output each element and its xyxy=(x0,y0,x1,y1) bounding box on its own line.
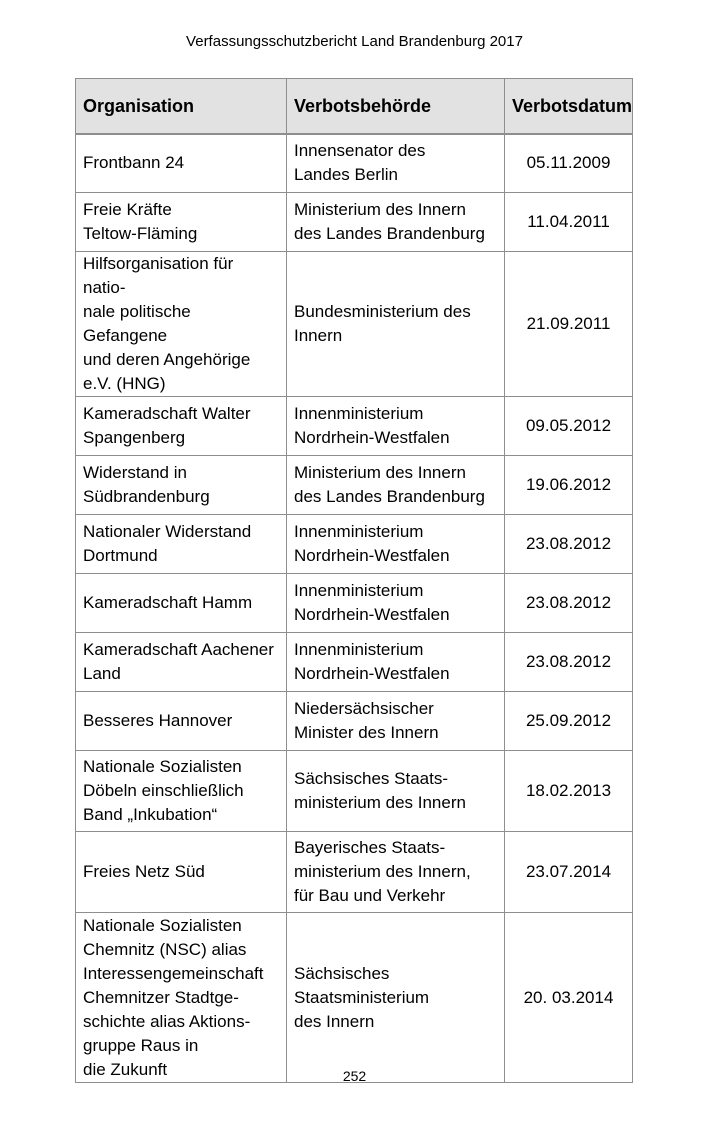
authority-cell: Ministerium des Innern des Landes Brande… xyxy=(286,455,505,515)
table-row: Nationale Sozialisten Döbeln einschließl… xyxy=(75,750,633,832)
table-row: Freies Netz Süd Bayerisches Staats- mini… xyxy=(75,831,633,913)
organisation-cell: Kameradschaft Aachener Land xyxy=(75,632,287,692)
date-cell: 23.08.2012 xyxy=(504,632,633,692)
organisation-cell: Nationaler Widerstand Dortmund xyxy=(75,514,287,574)
date-cell: 09.05.2012 xyxy=(504,396,633,456)
column-header-verbotsdatum: Verbotsdatum xyxy=(504,78,633,135)
date-cell: 19.06.2012 xyxy=(504,455,633,515)
organisation-cell: Hilfsorganisation für natio- nale politi… xyxy=(75,251,287,397)
date-cell: 23.08.2012 xyxy=(504,514,633,574)
table-row: Widerstand in Südbrandenburg Ministerium… xyxy=(75,455,633,515)
date-cell: 21.09.2011 xyxy=(504,251,633,397)
organisation-cell: Nationale Sozialisten Chemnitz (NSC) ali… xyxy=(75,912,287,1083)
organisation-cell: Widerstand in Südbrandenburg xyxy=(75,455,287,515)
authority-cell: Ministerium des Innern des Landes Brande… xyxy=(286,192,505,252)
authority-cell: Innenministerium Nordrhein-Westfalen xyxy=(286,514,505,574)
authority-cell: Innenministerium Nordrhein-Westfalen xyxy=(286,632,505,692)
table-row: Kameradschaft Hamm Innenministerium Nord… xyxy=(75,573,633,633)
organisation-cell: Kameradschaft Hamm xyxy=(75,573,287,633)
authority-cell: Innenministerium Nordrhein-Westfalen xyxy=(286,573,505,633)
date-cell: 05.11.2009 xyxy=(504,133,633,193)
table-row: Frontbann 24 Innensenator des Landes Ber… xyxy=(75,133,633,193)
organisation-cell: Besseres Hannover xyxy=(75,691,287,751)
table-row: Besseres Hannover Niedersächsischer Mini… xyxy=(75,691,633,751)
table-row: Kameradschaft Aachener Land Innenministe… xyxy=(75,632,633,692)
organisation-cell: Freies Netz Süd xyxy=(75,831,287,913)
table-row: Nationaler Widerstand Dortmund Innenmini… xyxy=(75,514,633,574)
authority-cell: Sächsisches Staats- ministerium des Inne… xyxy=(286,750,505,832)
organisation-cell: Frontbann 24 xyxy=(75,133,287,193)
column-header-verbotsbehoerde: Verbotsbehörde xyxy=(286,78,505,135)
table-row: Kameradschaft Walter Spangenberg Innenmi… xyxy=(75,396,633,456)
running-header: Verfassungsschutzbericht Land Brandenbur… xyxy=(186,33,523,50)
table-row: Freie Kräfte Teltow-Fläming Ministerium … xyxy=(75,192,633,252)
authority-cell: Sächsisches Staatsministerium des Innern xyxy=(286,912,505,1083)
authority-cell: Innenministerium Nordrhein-Westfalen xyxy=(286,396,505,456)
date-cell: 18.02.2013 xyxy=(504,750,633,832)
date-cell: 25.09.2012 xyxy=(504,691,633,751)
table-row: Nationale Sozialisten Chemnitz (NSC) ali… xyxy=(75,912,633,1083)
date-cell: 23.08.2012 xyxy=(504,573,633,633)
table-header-row: Organisation Verbotsbehörde Verbotsdatum xyxy=(75,78,633,135)
authority-cell: Niedersächsischer Minister des Innern xyxy=(286,691,505,751)
authority-cell: Bundesministerium des Innern xyxy=(286,251,505,397)
date-cell: 20. 03.2014 xyxy=(504,912,633,1083)
organisation-cell: Nationale Sozialisten Döbeln einschließl… xyxy=(75,750,287,832)
organisation-cell: Freie Kräfte Teltow-Fläming xyxy=(75,192,287,252)
organisation-cell: Kameradschaft Walter Spangenberg xyxy=(75,396,287,456)
table-row: Hilfsorganisation für natio- nale politi… xyxy=(75,251,633,397)
column-header-organisation: Organisation xyxy=(75,78,287,135)
page-number: 252 xyxy=(342,1068,367,1084)
date-cell: 11.04.2011 xyxy=(504,192,633,252)
date-cell: 23.07.2014 xyxy=(504,831,633,913)
banned-organisations-table: Organisation Verbotsbehörde Verbotsdatum… xyxy=(75,78,633,1083)
authority-cell: Bayerisches Staats- ministerium des Inne… xyxy=(286,831,505,913)
authority-cell: Innensenator des Landes Berlin xyxy=(286,133,505,193)
